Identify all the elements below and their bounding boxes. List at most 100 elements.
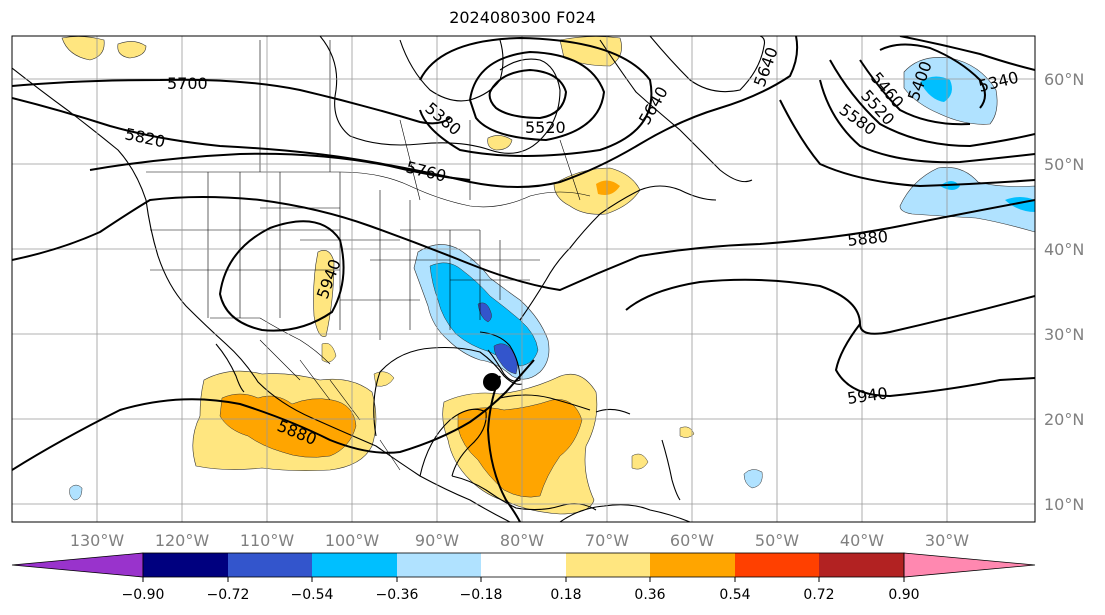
lat-tick-label: 60°N: [1044, 70, 1084, 89]
colorbar-frame: [142, 552, 905, 578]
colorbar: −0.90 −0.72 −0.54 −0.36 −0.18 0.18 0.36 …: [11, 552, 1036, 603]
coastline-florida: [479, 331, 521, 382]
lon-tick-label: 130°W: [70, 531, 125, 550]
lon-tick-label: 100°W: [325, 531, 380, 550]
negative-anomaly-small-1: [69, 484, 83, 501]
anomaly-shading: [61, 36, 1035, 515]
colorbar-swatch: [312, 553, 397, 577]
colorbar-tick-label: −0.90: [122, 587, 165, 603]
lon-tick-label: 30°W: [925, 531, 969, 550]
coastline-hispaniola: [595, 408, 631, 415]
coastline-yucatan: [419, 408, 487, 477]
state-lines-east: [449, 230, 540, 330]
colorbar-tick-label: −0.36: [376, 587, 419, 603]
coastline-canada-arctic: [319, 36, 561, 154]
colorbar-swatch: [650, 553, 735, 577]
positive-anomaly-alaska-2: [117, 41, 147, 59]
colorbar-extend-low: [11, 552, 144, 578]
contour-5940-atlantic-2: [859, 295, 1035, 335]
political-boundaries: [146, 40, 591, 471]
lon-tick-label: 50°W: [755, 531, 799, 550]
us-canada-border: [146, 171, 591, 208]
contour-5640-east: [779, 99, 1035, 188]
contour-5880-south: [12, 359, 535, 471]
contour-5640-low: [419, 36, 653, 157]
lat-tick-label: 30°N: [1044, 325, 1084, 344]
contour-label: 5700: [167, 74, 208, 93]
canada-provinces: [259, 40, 581, 201]
colorbar-tick-label: 0.18: [550, 587, 581, 603]
colorbar-swatch: [228, 553, 312, 577]
colorbar-tick-label: −0.18: [460, 587, 503, 603]
colorbar-swatch: [481, 553, 566, 577]
colorbar-tick-label: 0.54: [719, 587, 750, 603]
positive-anomaly-great-lakes: [487, 135, 513, 151]
lon-tick-label: 70°W: [585, 531, 629, 550]
coastline-gulf-of-mexico: [373, 346, 523, 437]
coastline-east-us: [519, 185, 717, 321]
storm-center-marker: [483, 373, 501, 391]
colorbar-tick-label: 0.72: [803, 587, 834, 603]
coastline-greenland: [649, 36, 766, 93]
mexico-states: [259, 339, 401, 471]
contour-5520-low: [488, 68, 568, 120]
state-lines-central: [339, 172, 480, 340]
colorbar-swatch: [566, 553, 650, 577]
contour-5880-west: [12, 196, 1035, 292]
lon-tick-label: 110°W: [240, 531, 295, 550]
negative-anomaly-southeast-strong: [477, 302, 518, 375]
lon-tick-label: 40°W: [840, 531, 884, 550]
coastlines: [12, 36, 766, 522]
contour-5580-east: [819, 79, 1035, 164]
longitude-labels: 130°W 120°W 110°W 100°W 90°W 80°W 70°W 6…: [70, 531, 969, 550]
contour-5520-east: [829, 59, 1035, 148]
coastline-labrador: [599, 39, 753, 183]
lon-tick-label: 60°W: [670, 531, 714, 550]
negative-anomaly-north-atlantic: [899, 167, 1035, 233]
lat-tick-label: 40°N: [1044, 240, 1084, 259]
colorbar-tick-label: −0.72: [207, 587, 250, 603]
colorbar-swatch: [819, 553, 904, 577]
latitude-labels: 10°N 20°N 30°N 40°N 50°N 60°N: [1044, 70, 1084, 514]
map-panel: 5700 5820 5380 5520 5640 5640 5760 5460 …: [11, 35, 1036, 523]
contour-label: 5880: [846, 227, 888, 250]
contour-5580-low: [468, 50, 606, 142]
positive-anomaly-newfoundland-core: [596, 180, 620, 195]
colorbar-tick-label: −0.54: [291, 587, 334, 603]
contour-label: 5520: [525, 118, 566, 137]
colorbar-ticks: [142, 577, 905, 582]
contour-5340: [899, 36, 1035, 71]
state-lines-west: [150, 172, 400, 318]
lat-tick-label: 50°N: [1044, 155, 1084, 174]
colorbar-tick-label: 0.90: [888, 587, 919, 603]
lon-tick-label: 80°W: [500, 531, 544, 550]
lon-tick-label: 90°W: [415, 531, 459, 550]
positive-anomaly-mexico-core: [219, 393, 357, 458]
contour-5940-atlantic: [625, 278, 1035, 398]
contour-5820: [12, 36, 799, 188]
lon-tick-label: 120°W: [155, 531, 210, 550]
contour-5700: [12, 78, 451, 125]
contour-5760: [89, 152, 471, 181]
map-frame: [11, 35, 1036, 523]
coastline-cuba: [499, 394, 591, 411]
negative-anomaly-iceland-core: [920, 76, 952, 102]
coastline-baja: [215, 343, 245, 393]
map-title: 2024080300 F024: [449, 8, 596, 27]
colorbar-extend-high: [903, 552, 1036, 578]
height-contours: [12, 36, 1035, 522]
positive-anomaly-small-6: [679, 426, 695, 438]
positive-anomaly-small-3: [321, 343, 337, 363]
colorbar-swatch: [397, 553, 481, 577]
colorbar-swatch: [143, 553, 228, 577]
contour-5400: [879, 43, 986, 109]
negative-anomaly-small-2: [743, 469, 763, 489]
lat-tick-label: 20°N: [1044, 410, 1084, 429]
colorbar-tick-label: 0.36: [634, 587, 665, 603]
contour-5940-ridge: [218, 220, 345, 332]
positive-anomaly-small-5: [631, 453, 649, 470]
coastline-lesser-antilles: [661, 439, 681, 501]
coastline-south-america: [559, 504, 691, 522]
colorbar-swatch: [735, 553, 819, 577]
